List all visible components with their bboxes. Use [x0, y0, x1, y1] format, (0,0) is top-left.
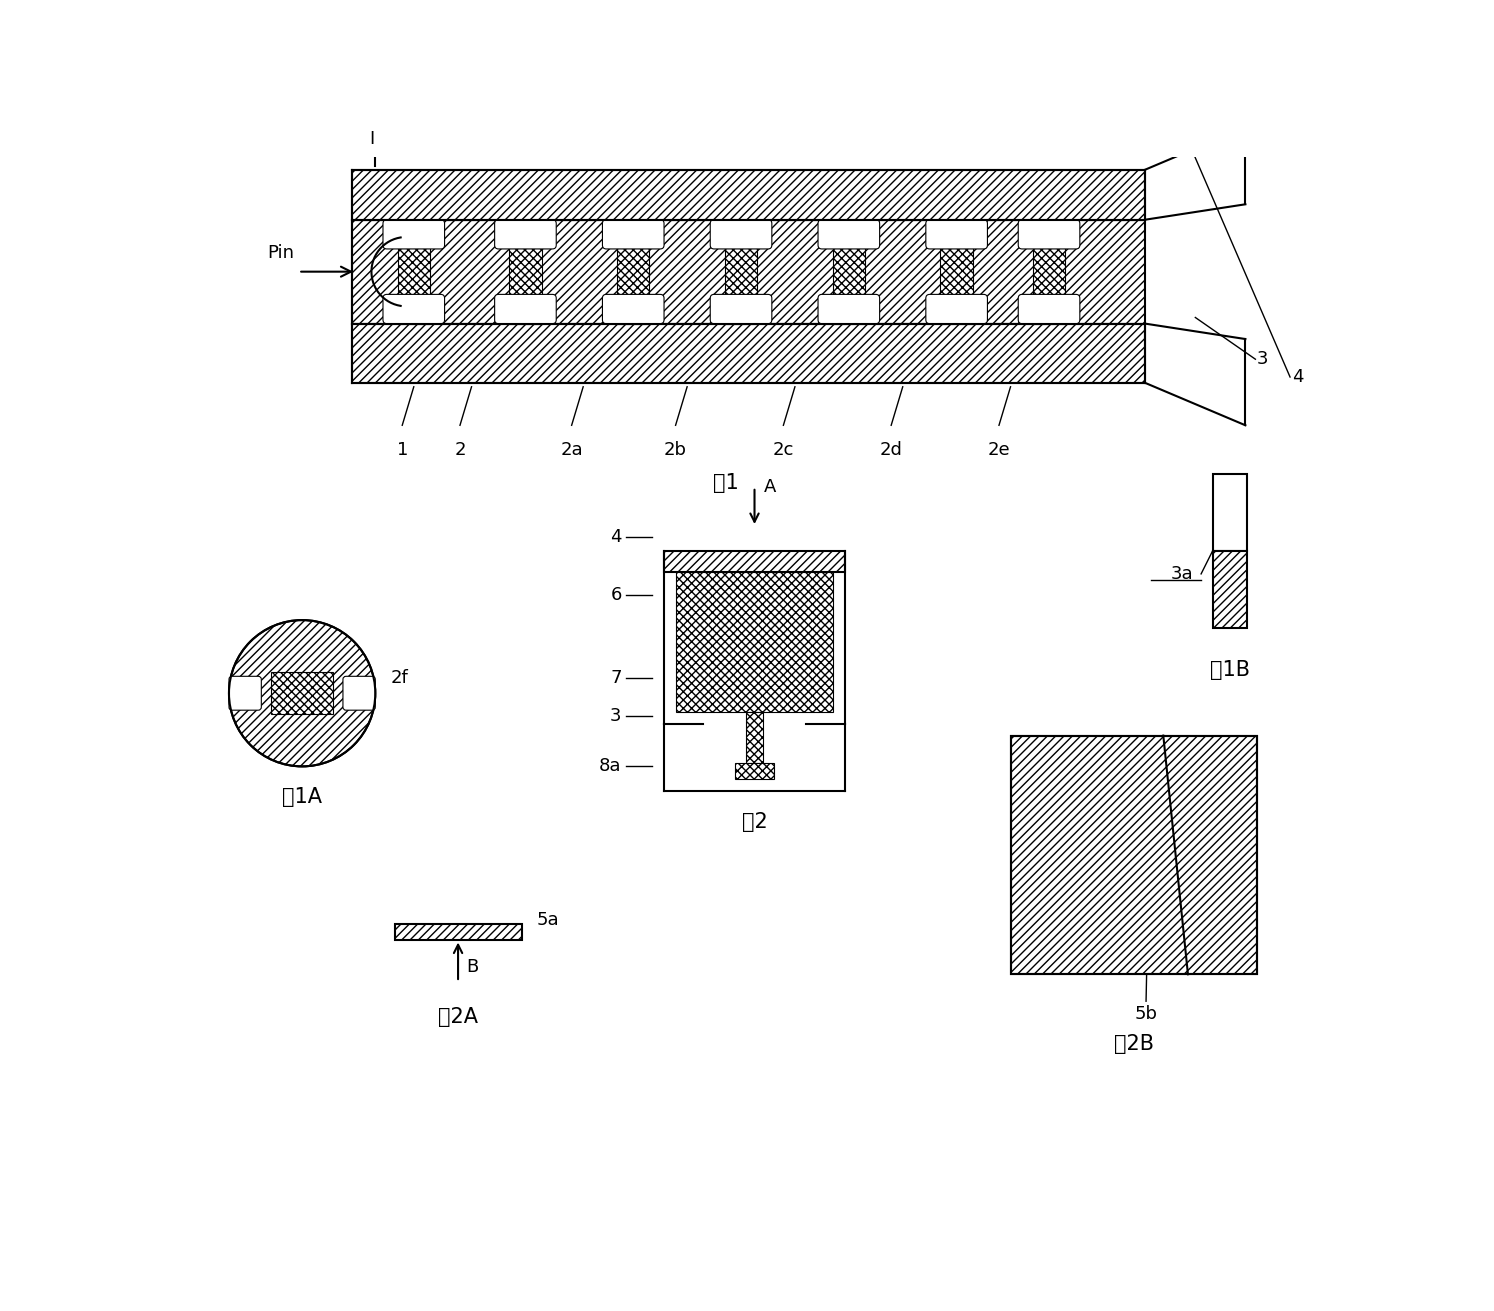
- FancyBboxPatch shape: [344, 676, 375, 711]
- Text: 5a: 5a: [536, 911, 560, 929]
- Text: 3: 3: [1256, 350, 1268, 368]
- FancyBboxPatch shape: [602, 220, 663, 249]
- Bar: [397, 220, 430, 324]
- FancyBboxPatch shape: [819, 220, 880, 249]
- Bar: [725, 220, 757, 324]
- FancyBboxPatch shape: [710, 220, 772, 249]
- Text: Pin: Pin: [267, 244, 294, 262]
- Text: 2a: 2a: [560, 440, 583, 459]
- Circle shape: [229, 620, 375, 767]
- Text: A: A: [763, 479, 775, 496]
- Text: 3: 3: [610, 708, 622, 725]
- Text: 2: 2: [454, 440, 466, 459]
- Bar: [353, 169, 1146, 220]
- Text: 图2B: 图2B: [1113, 1033, 1153, 1054]
- Text: 4: 4: [610, 528, 622, 545]
- Text: 2c: 2c: [772, 440, 795, 459]
- Bar: [1213, 551, 1247, 628]
- Text: 图1A: 图1A: [282, 787, 323, 808]
- Text: 2f: 2f: [391, 669, 408, 687]
- Bar: [832, 220, 865, 324]
- FancyBboxPatch shape: [926, 295, 988, 324]
- Text: 图2: 图2: [741, 812, 768, 832]
- Text: 图1: 图1: [713, 473, 738, 493]
- Text: 1: 1: [396, 440, 408, 459]
- Text: 7: 7: [610, 669, 622, 687]
- FancyBboxPatch shape: [710, 295, 772, 324]
- FancyBboxPatch shape: [1019, 220, 1080, 249]
- Text: 图2A: 图2A: [438, 1007, 478, 1027]
- FancyBboxPatch shape: [602, 295, 663, 324]
- Text: 8a: 8a: [599, 758, 622, 775]
- Text: 5b: 5b: [1134, 1006, 1158, 1023]
- FancyBboxPatch shape: [382, 220, 445, 249]
- Text: 6: 6: [611, 586, 622, 604]
- Text: 4: 4: [1292, 368, 1303, 385]
- Bar: [353, 220, 1146, 324]
- Text: I: I: [369, 130, 374, 148]
- Text: 2d: 2d: [880, 440, 902, 459]
- Text: 图1B: 图1B: [1210, 661, 1250, 680]
- Bar: [746, 712, 763, 763]
- Bar: [940, 220, 973, 324]
- Bar: [735, 763, 774, 780]
- FancyBboxPatch shape: [819, 295, 880, 324]
- Bar: [394, 924, 521, 940]
- Bar: [1010, 735, 1256, 974]
- Bar: [509, 220, 542, 324]
- Bar: [1213, 473, 1247, 551]
- Bar: [345, 678, 374, 709]
- Bar: [675, 573, 834, 712]
- FancyBboxPatch shape: [382, 295, 445, 324]
- FancyBboxPatch shape: [229, 676, 261, 711]
- FancyBboxPatch shape: [495, 295, 556, 324]
- FancyBboxPatch shape: [926, 220, 988, 249]
- Bar: [1032, 220, 1065, 324]
- Bar: [617, 220, 650, 324]
- Bar: [353, 324, 1146, 383]
- Bar: [1010, 735, 1256, 974]
- Bar: [230, 678, 260, 709]
- FancyBboxPatch shape: [1019, 295, 1080, 324]
- Text: 2e: 2e: [988, 440, 1010, 459]
- Text: 2b: 2b: [665, 440, 687, 459]
- Bar: [272, 673, 333, 714]
- Text: 3a: 3a: [1171, 565, 1194, 583]
- FancyBboxPatch shape: [495, 220, 556, 249]
- Bar: [663, 551, 846, 573]
- Text: B: B: [466, 957, 478, 975]
